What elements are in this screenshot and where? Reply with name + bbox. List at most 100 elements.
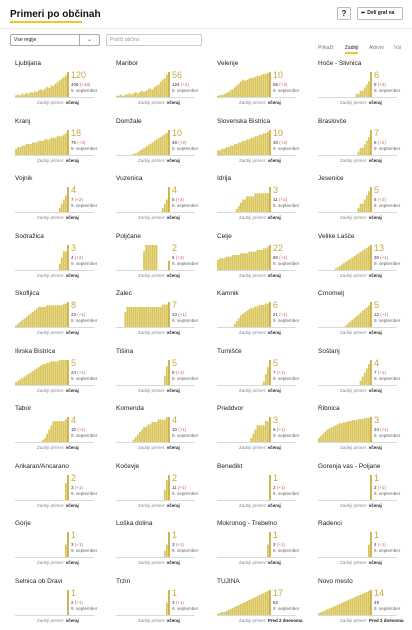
- municipality-card[interactable]: Šoštanj 4 7 (+1) 9. september Zadnji primer:…: [313, 346, 400, 401]
- bar: [365, 84, 368, 97]
- municipality-card[interactable]: Kočevje 2 11 (+1) 9. september Zadnji primer…: [111, 461, 198, 516]
- bar: [35, 308, 38, 327]
- municipality-card[interactable]: Tišina 5 9 (+1) 9. september Zadnji primer: …: [111, 346, 198, 401]
- tab-active[interactable]: Aktivni: [368, 45, 384, 51]
- bar: [42, 140, 44, 155]
- municipality-card[interactable]: Žalec 7 23 (+1) 9. september Zadnji primer: …: [111, 288, 198, 343]
- bar: [23, 145, 26, 155]
- municipality-card[interactable]: Preddvor 3 6 (+1) 9. september Zadnji primer…: [212, 403, 299, 458]
- help-button[interactable]: ?: [337, 7, 351, 20]
- municipality-card[interactable]: Velike Lašče 13 30 (+1) 9. september Zadnji …: [313, 231, 400, 286]
- municipality-card[interactable]: Benedikt 1 2 (+1) 9. september Zadnji primer…: [212, 461, 299, 516]
- cases-count: 4: [374, 542, 377, 547]
- last-case-prefix: Zadnji primer:: [37, 387, 65, 393]
- sparkline-chart: [269, 474, 271, 500]
- tab-all[interactable]: Vsi: [394, 45, 402, 51]
- cases-count: 24: [374, 427, 380, 432]
- municipality-card[interactable]: Ankaran/Ancarano 2 3 (+1) 9. september Zadnj…: [10, 461, 97, 516]
- bar: [134, 92, 137, 97]
- municipality-card[interactable]: Domžale 10 48 (+2) 9. september Zadnji prime…: [111, 116, 198, 171]
- municipality-card[interactable]: Celje 22 60 (+1) 9. september Zadnji primer:…: [212, 231, 299, 286]
- last-case-value: včeraj: [368, 502, 382, 508]
- cases-line: 124 (+2): [172, 82, 189, 87]
- bar: [38, 90, 40, 97]
- municipality-card[interactable]: Mokronog - Trebelno 1 3 (+1) 9. september Za…: [212, 518, 299, 573]
- bar: [166, 544, 168, 557]
- municipality-card[interactable]: Kamnik 6 21 (+1) 9. september Zadnji primer:…: [212, 288, 299, 343]
- bar: [359, 90, 362, 97]
- bar: [166, 304, 168, 327]
- municipality-card[interactable]: Trzin 1 3 (+1) 9. september Zadnji primer: v…: [111, 576, 198, 630]
- bar: [62, 303, 65, 327]
- bar: [365, 307, 368, 327]
- tab-latest[interactable]: Zadnji: [344, 44, 359, 54]
- bar: [244, 601, 246, 615]
- bar: [244, 199, 246, 212]
- municipality-card[interactable]: Slovenska Bistrica 10 40 (+2) 9. september Z…: [212, 116, 299, 171]
- cases-line: 9 (+2): [374, 82, 386, 87]
- last-case-prefix: Zadnji primer:: [340, 100, 368, 105]
- municipality-card[interactable]: Gorje 1 3 (+1) 9. september Zadnji primer: v…: [10, 518, 97, 573]
- bar: [233, 254, 236, 270]
- total-cases: 3: [374, 415, 380, 425]
- municipality-card[interactable]: Tabor 4 10 (+1) 9. september Zadnji primer: …: [10, 403, 97, 458]
- municipality-card[interactable]: Novo mesto 14 49 8. september Zadnji primer…: [313, 576, 404, 630]
- chart-baseline: [217, 154, 296, 156]
- case-date: 9. september: [71, 318, 98, 323]
- bar: [219, 149, 222, 155]
- bar: [330, 427, 333, 442]
- municipality-card[interactable]: Ilirska Bistrica 5 24 (+1) 9. september Zadn…: [10, 346, 97, 401]
- bar: [328, 608, 331, 615]
- bar: [347, 421, 350, 442]
- region-select[interactable]: Vse regije ⌄: [10, 34, 100, 46]
- cases-delta: (+1): [279, 254, 288, 260]
- total-cases: 1: [374, 472, 380, 483]
- cases-line: 12 (+1): [374, 312, 388, 317]
- municipality-card[interactable]: Vojnik 4 7 (+2) 9. september Zadnji primer: …: [10, 173, 97, 228]
- chevron-down-icon[interactable]: ⌄: [79, 35, 99, 45]
- bar: [149, 424, 152, 442]
- municipality-card[interactable]: Hoče - Slivnica 6 9 (+2) 9. september Zadnji…: [313, 58, 400, 113]
- municipality-card[interactable]: Komenda 4 10 (+1) 9. september Zadnji primer…: [111, 403, 198, 458]
- bar: [166, 132, 168, 155]
- cases-line: 5 (+2): [172, 255, 184, 260]
- bar: [359, 419, 362, 442]
- municipality-card[interactable]: Loška dolina 1 3 (+1) 9. september Zadnji pr…: [111, 518, 198, 573]
- last-case-value: včeraj: [267, 560, 281, 565]
- bar: [132, 93, 135, 97]
- municipality-card[interactable]: Maribor 56 124 (+2) 9. september Zadnji prim…: [111, 58, 198, 113]
- bar: [168, 474, 170, 500]
- bar: [21, 145, 24, 155]
- municipality-card[interactable]: Sodražica 3 4 (+2) 9. september Zadnji prime…: [10, 231, 97, 286]
- municipality-card[interactable]: Turnišče 5 7 (+1) 9. september Zadnji primer…: [212, 346, 299, 401]
- municipality-card[interactable]: Selnica ob Dravi 1 2 (+1) 9. september Zadnj…: [10, 576, 97, 630]
- municipality-card[interactable]: Ljubljana 120 409 (+18) 9. september Zadnji …: [10, 58, 97, 113]
- municipality-name: Vuzenica: [116, 175, 143, 182]
- bar: [155, 422, 158, 442]
- municipality-card[interactable]: Jesenice 5 6 (+2) 9. september Zadnji primer…: [313, 173, 400, 228]
- bar: [260, 593, 263, 615]
- search-input[interactable]: Poišči občino: [106, 34, 202, 46]
- municipality-card[interactable]: Radenci 1 4 (+1) 9. september Zadnji primer:…: [313, 518, 400, 573]
- share-button[interactable]: ➦ Deli graf na: [357, 7, 403, 20]
- chart-baseline: [217, 327, 296, 328]
- last-case-label: Zadnji primer: včeraj: [340, 215, 382, 220]
- municipality-card[interactable]: Velenje 10 55 (+2) 9. september Zadnji prime…: [212, 58, 299, 113]
- municipality-card[interactable]: Idrija 3 11 (+2) 9. september Zadnji primer:…: [212, 173, 299, 228]
- bar: [254, 135, 257, 155]
- municipality-card[interactable]: Ribnica 3 24 (+1) 9. september Zadnji primer…: [313, 403, 400, 458]
- municipality-card[interactable]: Poljčane 2 5 (+2) 9. september Zadnji primer…: [111, 231, 198, 286]
- municipality-card[interactable]: Vuzenica 4 5 (+2) 9. september Zadnji primer…: [111, 173, 198, 228]
- municipality-card[interactable]: Škofljica 8 23 (+1) 9. september Zadnji prim…: [10, 288, 98, 343]
- last-case-prefix: Zadnji primer:: [340, 157, 368, 163]
- bar: [23, 376, 26, 385]
- municipality-card[interactable]: Braslovče 7 8 (+2) 9. september Zadnji prime…: [313, 116, 400, 171]
- bar: [336, 424, 339, 442]
- cases-count: 3: [273, 542, 276, 547]
- municipality-card[interactable]: Črnomelj 5 12 (+1) 9. september Zadnji prime…: [313, 288, 400, 343]
- municipality-card[interactable]: Kranj 18 75 (+3) 9. september Zadnji primer:…: [10, 116, 97, 171]
- municipality-card[interactable]: TUJINA 17 52 8. september Zadnji primer: Pr…: [212, 576, 303, 630]
- cases-count: 2: [374, 484, 377, 490]
- municipality-card[interactable]: Gorenja vas - Poljane 1 2 (+1) 9. september…: [313, 461, 400, 516]
- bar: [60, 359, 63, 385]
